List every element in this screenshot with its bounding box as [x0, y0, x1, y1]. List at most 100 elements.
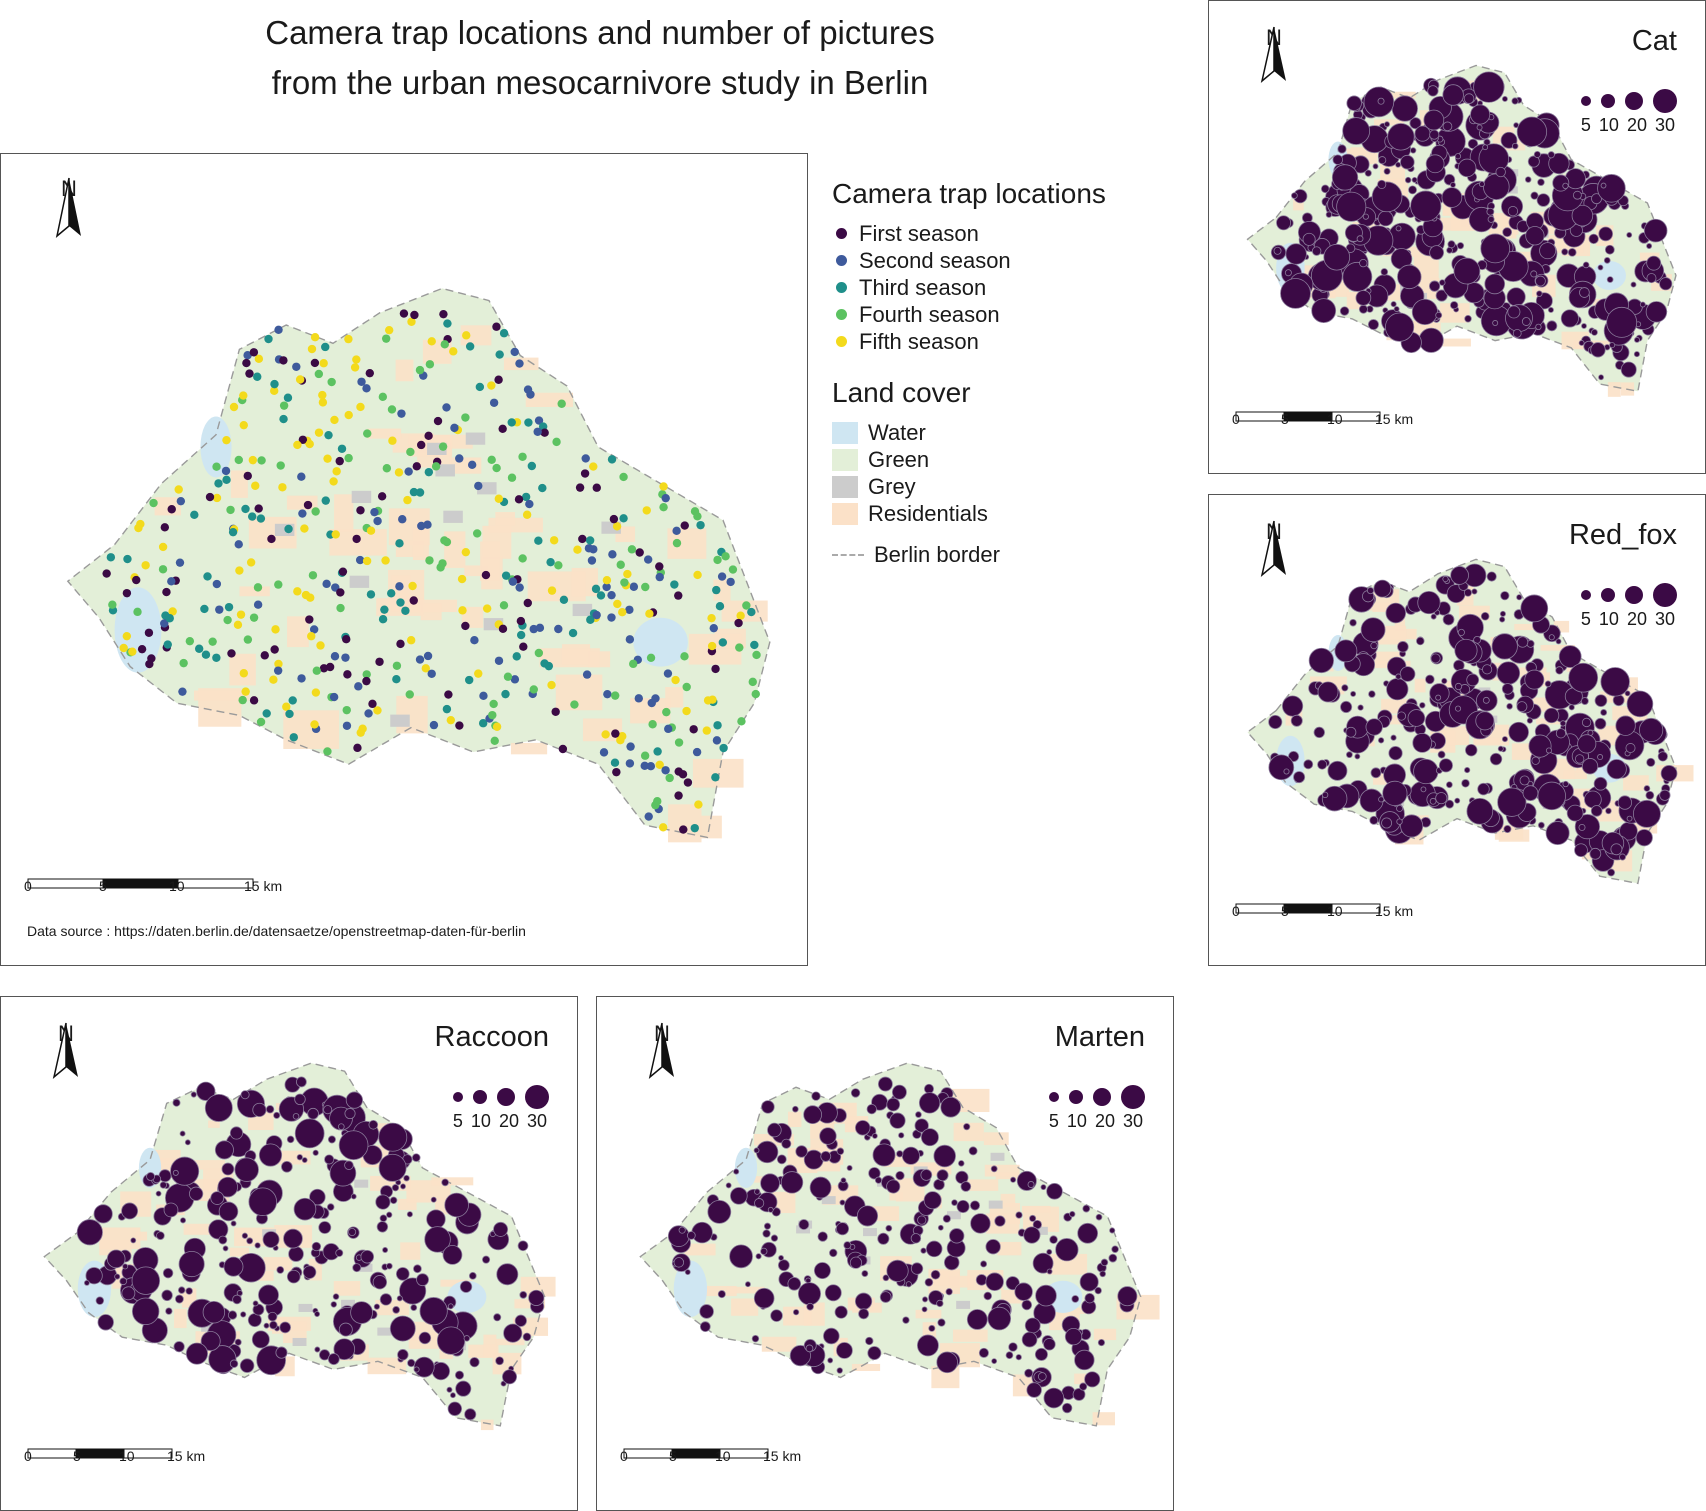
detection-point: [1396, 804, 1404, 812]
camera-trap-point: [644, 812, 653, 821]
camera-trap-point: [607, 590, 616, 600]
north-arrow: N: [54, 176, 84, 238]
detection-point: [190, 1091, 197, 1098]
camera-trap-point: [690, 823, 699, 833]
detection-point: [1484, 273, 1506, 295]
camera-trap-point: [325, 662, 335, 672]
detection-point: [332, 1293, 340, 1300]
camera-trap-point: [678, 770, 688, 779]
detection-point: [1064, 1327, 1083, 1346]
camera-trap-point: [457, 574, 467, 584]
detection-point: [787, 1277, 802, 1291]
detection-point: [1506, 703, 1513, 710]
camera-trap-point: [163, 640, 172, 649]
detection-point: [1372, 163, 1379, 170]
camera-trap-point: [234, 540, 243, 549]
detection-point: [1323, 243, 1351, 271]
detection-point: [1108, 1253, 1118, 1263]
detection-point: [1571, 204, 1594, 227]
detection-point: [1317, 759, 1328, 770]
camera-trap-point: [696, 520, 705, 530]
camera-trap-point: [249, 613, 259, 622]
detection-point: [1357, 704, 1364, 711]
detection-point: [1276, 215, 1292, 231]
residential-area: [1052, 1307, 1094, 1314]
detection-point: [251, 1330, 270, 1349]
detection-point: [283, 1228, 303, 1249]
detection-point: [324, 1154, 335, 1165]
size-circle-icon: [1048, 1092, 1059, 1102]
detection-point: [1381, 817, 1393, 829]
detection-point: [1408, 185, 1417, 195]
camera-trap-point: [449, 347, 458, 356]
residential-area: [700, 815, 722, 839]
detection-point: [1519, 775, 1530, 786]
camera-trap-point: [599, 748, 609, 757]
camera-trap-point: [707, 641, 717, 651]
grey-area: [298, 1303, 313, 1312]
detection-point: [761, 1100, 775, 1114]
detection-point: [1626, 232, 1633, 238]
detection-point: [1615, 715, 1636, 736]
detection-point: [1528, 734, 1552, 758]
size-label: 10: [1066, 1111, 1087, 1131]
scale-bar-graphic: [27, 878, 254, 889]
camera-trap-point: [618, 607, 627, 617]
detection-point: [218, 1201, 239, 1222]
camera-trap-point: [226, 505, 235, 515]
detection-point: [503, 1323, 523, 1343]
camera-trap-point: [392, 661, 402, 670]
detection-point: [1111, 1245, 1119, 1253]
detection-point: [1591, 193, 1602, 205]
landcover-label: Residentials: [868, 500, 988, 526]
detection-point: [1507, 305, 1521, 319]
detection-point: [1530, 270, 1538, 278]
detection-point: [936, 1169, 949, 1182]
detection-point: [442, 1245, 463, 1265]
detection-point: [172, 1098, 181, 1107]
water-body: [1592, 260, 1626, 290]
camera-trap-point: [689, 725, 698, 734]
detection-point: [248, 1187, 277, 1216]
detection-point: [803, 1105, 823, 1125]
residential-area: [748, 1176, 770, 1183]
grey-area: [1033, 1226, 1048, 1235]
detection-point: [1377, 97, 1385, 105]
detection-point: [493, 1313, 502, 1322]
detection-point: [1308, 647, 1334, 674]
detection-point: [1429, 280, 1441, 292]
north-arrow-icon: [1260, 520, 1286, 577]
detection-point: [1095, 1213, 1103, 1221]
detection-point: [1371, 181, 1403, 213]
detection-point: [1503, 825, 1512, 834]
detection-point: [1466, 673, 1480, 687]
detection-point: [1473, 71, 1505, 103]
detection-point: [114, 1273, 121, 1280]
season-label: Fifth season: [859, 328, 979, 354]
camera-trap-point: [362, 556, 372, 566]
detection-point: [1355, 290, 1372, 306]
detection-point: [230, 1220, 237, 1227]
detection-point: [416, 1273, 429, 1287]
detection-point: [1015, 1354, 1022, 1361]
detection-point: [877, 1076, 893, 1092]
camera-trap-point: [329, 692, 339, 702]
camera-trap-point: [672, 526, 681, 536]
camera-trap-point: [137, 644, 147, 654]
camera-trap-point: [222, 475, 231, 485]
camera-trap-point: [331, 530, 340, 539]
detection-point: [760, 1247, 768, 1255]
camera-trap-point: [748, 677, 757, 687]
residential-area: [561, 644, 591, 665]
detection-point: [751, 1334, 760, 1343]
scale-tick: 10: [119, 1448, 135, 1464]
detection-point: [1537, 178, 1545, 186]
camera-trap-point: [620, 578, 629, 587]
residential-area: [1623, 775, 1649, 791]
residential-area: [1387, 715, 1409, 725]
species-title: Raccoon: [434, 1021, 549, 1053]
scale-tick: 5: [1281, 903, 1289, 919]
detection-point: [1600, 709, 1608, 716]
detection-point: [1545, 821, 1570, 845]
detection-point: [344, 1108, 356, 1120]
